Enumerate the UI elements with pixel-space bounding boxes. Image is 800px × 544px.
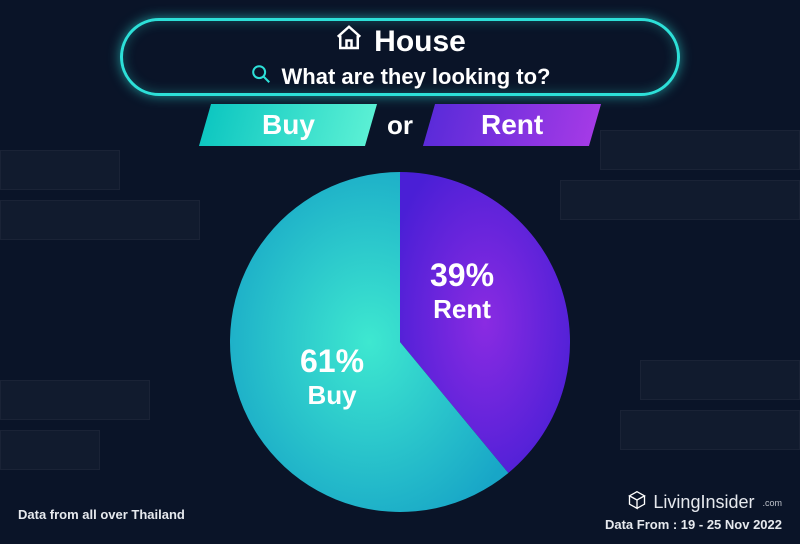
pill-row: Buy or Rent	[205, 104, 595, 146]
search-icon	[250, 63, 272, 91]
brand-suffix: .com	[762, 498, 782, 508]
rent-pill-label: Rent	[481, 109, 543, 141]
house-icon	[334, 23, 364, 61]
pie-chart: 39% Rent 61% Buy	[230, 172, 570, 512]
cube-icon	[627, 490, 647, 515]
bg-bar	[620, 410, 800, 450]
bg-bar	[560, 180, 800, 220]
brand-name: LivingInsider	[653, 492, 754, 513]
slice-label-rent: 39% Rent	[430, 256, 494, 326]
rent-name: Rent	[430, 294, 494, 325]
footer-right: LivingInsider .com Data From : 19 - 25 N…	[605, 490, 782, 532]
header-capsule: House What are they looking to?	[120, 18, 680, 96]
bg-bar	[0, 380, 150, 420]
buy-pct: 61%	[300, 342, 364, 380]
brand: LivingInsider .com	[605, 490, 782, 515]
buy-pill-label: Buy	[262, 109, 315, 141]
bg-bar	[0, 430, 100, 470]
buy-name: Buy	[300, 380, 364, 411]
bg-bar	[0, 150, 120, 190]
bg-bar	[600, 130, 800, 170]
slice-label-buy: 61% Buy	[300, 342, 364, 412]
footer-source: Data from all over Thailand	[18, 507, 185, 522]
or-label: or	[387, 110, 413, 141]
header-title: House	[374, 25, 466, 59]
bg-bar	[0, 200, 200, 240]
header-subtitle: What are they looking to?	[282, 64, 551, 90]
buy-pill: Buy	[199, 104, 377, 146]
rent-pill: Rent	[423, 104, 601, 146]
rent-pct: 39%	[430, 256, 494, 294]
bg-bar	[640, 360, 800, 400]
footer-date: Data From : 19 - 25 Nov 2022	[605, 517, 782, 532]
